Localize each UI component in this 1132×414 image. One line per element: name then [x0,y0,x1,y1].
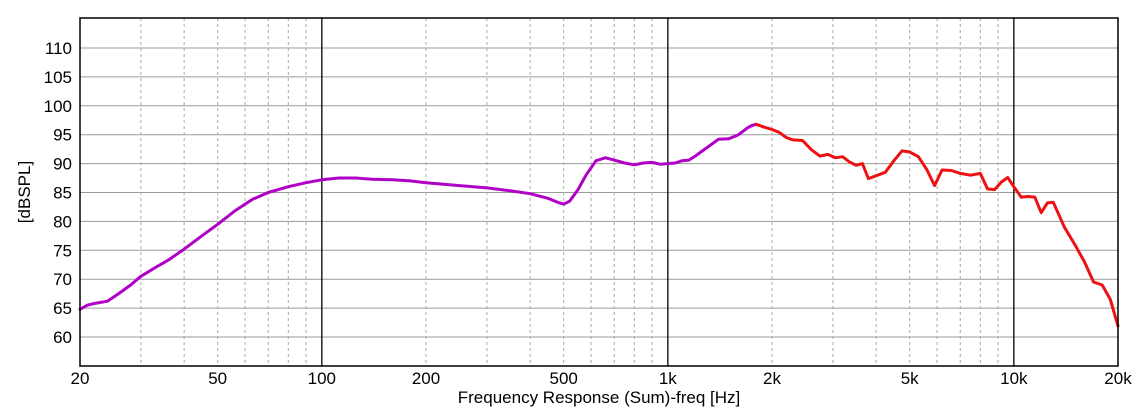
y-tick-label-90: 90 [53,155,72,174]
plot-frame [79,17,1119,367]
y-tick-label-85: 85 [53,184,72,203]
y-tick-label-105: 105 [44,68,72,87]
series-line-2 [754,122,1120,328]
x-tick-label-200: 200 [412,369,440,388]
y-tick-label-70: 70 [53,270,72,289]
y-tick-label-80: 80 [53,212,72,231]
y-tick-labels: 60 65 70 75 80 85 90 95 100 105 110 [44,39,72,347]
y-tick-label-110: 110 [45,39,72,58]
y-tick-label-100: 100 [44,97,72,116]
x-tick-label-50: 50 [208,369,227,388]
x-tick-label-20: 20 [71,369,90,388]
series-line-1 [78,122,758,311]
x-tick-label-100: 100 [308,369,336,388]
series-group [78,122,1120,328]
y-tick-label-95: 95 [53,126,72,145]
x-tick-label-5k: 5k [901,369,919,388]
y-tick-label-60: 60 [53,328,72,347]
y-tick-label-75: 75 [53,241,72,260]
x-tick-labels: 20 50 100 200 500 1k 2k 5k 10k 20k [71,369,1132,388]
grid [80,18,1118,366]
y-axis-label: [dBSPL] [15,161,34,223]
x-tick-label-20k: 20k [1104,369,1132,388]
y-tick-label-65: 65 [53,299,72,318]
x-tick-label-1k: 1k [659,369,677,388]
x-tick-label-10k: 10k [1000,369,1028,388]
x-tick-label-500: 500 [549,369,577,388]
x-axis-label: Frequency Response (Sum)-freq [Hz] [458,388,741,407]
x-tick-label-2k: 2k [763,369,781,388]
